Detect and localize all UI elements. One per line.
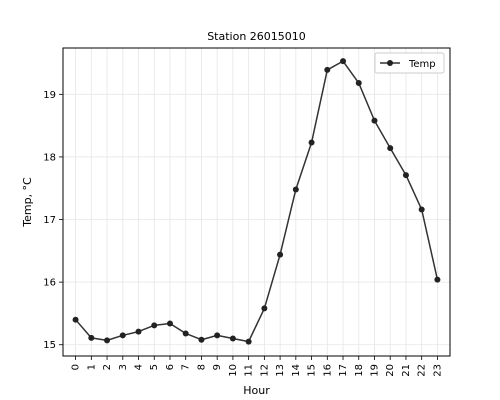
data-point bbox=[340, 58, 347, 65]
data-point bbox=[119, 332, 126, 339]
data-point bbox=[324, 66, 331, 73]
data-point bbox=[182, 330, 189, 337]
y-axis-label: Temp, °C bbox=[21, 177, 34, 228]
data-point bbox=[308, 139, 315, 146]
x-tick-label: 20 bbox=[385, 364, 396, 377]
y-tick-label: 17 bbox=[43, 215, 56, 226]
x-tick-label: 23 bbox=[432, 364, 443, 377]
legend-marker bbox=[387, 60, 393, 66]
x-tick-label: 9 bbox=[212, 364, 223, 370]
data-point bbox=[229, 335, 236, 342]
x-tick-label: 13 bbox=[275, 364, 286, 377]
legend-label: Temp bbox=[408, 59, 436, 70]
data-point bbox=[402, 172, 409, 179]
data-point bbox=[245, 338, 252, 345]
data-point bbox=[387, 145, 394, 152]
data-point bbox=[198, 336, 205, 343]
y-tick-label: 19 bbox=[43, 90, 56, 101]
x-tick-label: 14 bbox=[291, 364, 302, 377]
data-point bbox=[418, 206, 425, 213]
x-axis-label: Hour bbox=[243, 384, 270, 397]
data-point bbox=[72, 316, 79, 323]
x-tick-label: 16 bbox=[322, 364, 333, 377]
x-tick-label: 0 bbox=[71, 364, 82, 370]
x-tick-label: 7 bbox=[181, 364, 192, 370]
data-point bbox=[371, 117, 378, 124]
grid bbox=[63, 48, 450, 356]
x-tick-label: 21 bbox=[401, 364, 412, 377]
data-point bbox=[355, 80, 362, 87]
data-point bbox=[151, 322, 158, 329]
x-tick-label: 8 bbox=[196, 364, 207, 370]
data-point bbox=[214, 332, 221, 339]
x-axis: 0 1 2 3 4 5 6 7 8 9 10 11 12 13 14 15 16 17 18 19 20 21 22 23 bbox=[71, 356, 443, 377]
x-tick-label: 15 bbox=[307, 364, 318, 377]
x-tick-label: 19 bbox=[369, 364, 380, 377]
x-tick-label: 4 bbox=[134, 364, 145, 370]
data-point bbox=[166, 320, 173, 327]
data-point bbox=[135, 328, 142, 335]
x-tick-label: 11 bbox=[244, 364, 255, 377]
series-temp bbox=[72, 58, 441, 345]
x-tick-label: 10 bbox=[228, 364, 239, 377]
y-tick-label: 15 bbox=[43, 340, 56, 351]
x-tick-label: 22 bbox=[417, 364, 428, 377]
x-tick-label: 1 bbox=[86, 364, 97, 370]
x-tick-label: 2 bbox=[102, 364, 113, 370]
y-tick-label: 18 bbox=[43, 152, 56, 163]
y-axis: 15 16 17 18 19 bbox=[43, 90, 63, 351]
chart-title: Station 26015010 bbox=[207, 30, 306, 43]
plot-frame bbox=[62, 47, 451, 357]
data-point bbox=[104, 337, 111, 344]
data-point bbox=[292, 186, 299, 193]
x-tick-label: 5 bbox=[149, 364, 160, 370]
legend: Temp bbox=[374, 52, 445, 74]
x-tick-label: 18 bbox=[354, 364, 365, 377]
y-tick-label: 16 bbox=[43, 278, 56, 289]
data-point bbox=[277, 251, 284, 258]
data-point bbox=[434, 276, 441, 283]
x-tick-label: 12 bbox=[259, 364, 270, 377]
x-tick-label: 3 bbox=[118, 364, 129, 370]
data-point bbox=[261, 305, 268, 312]
legend-box bbox=[374, 52, 445, 74]
x-tick-label: 17 bbox=[338, 364, 349, 377]
data-point bbox=[88, 334, 95, 341]
x-tick-label: 6 bbox=[165, 364, 176, 370]
